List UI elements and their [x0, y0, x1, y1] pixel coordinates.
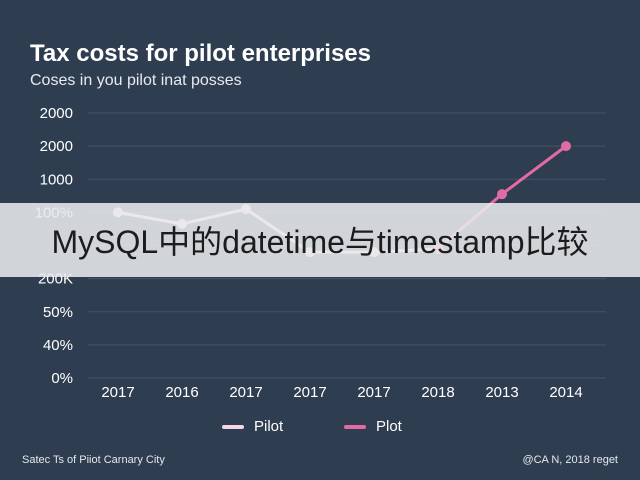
- x-tick-label: 2017: [229, 384, 262, 401]
- overlay-banner: MySQL中的datetime与timestamp比较: [0, 203, 640, 277]
- x-tick-label: 2014: [549, 384, 582, 401]
- x-tick-label: 2016: [165, 384, 198, 401]
- banner-text: MySQL中的datetime与timestamp比较: [51, 224, 589, 260]
- y-tick-label: 50%: [43, 304, 73, 321]
- chart-title: Tax costs for pilot enterprises: [30, 40, 371, 67]
- x-tick-label: 2017: [357, 384, 390, 401]
- x-tick-label: 2013: [485, 384, 518, 401]
- legend-item-plot: Plot: [344, 418, 402, 435]
- chart-subtitle: Coses in you pilot inat posses: [30, 72, 242, 89]
- x-tick-label: 2017: [293, 384, 326, 401]
- y-tick-label: 40%: [43, 337, 73, 354]
- data-point-plot: [497, 189, 507, 200]
- y-tick-label: 2000: [40, 105, 73, 122]
- x-tick-label: 2018: [421, 384, 454, 401]
- footer-source: Satec Ts of Piiot Carnary City: [22, 454, 165, 466]
- legend-swatch-plot: [344, 424, 366, 429]
- legend-label-pilot: Pilot: [254, 418, 284, 435]
- y-tick-label: 1000: [40, 171, 73, 188]
- legend-swatch-pilot: [222, 424, 244, 429]
- legend-label-plot: Plot: [376, 418, 402, 435]
- legend-item-pilot: Pilot: [222, 418, 283, 435]
- footer-credit: @CA N, 2018 reget: [522, 454, 618, 466]
- x-tick-label: 2017: [101, 384, 134, 401]
- data-point-plot: [561, 141, 571, 152]
- y-tick-label: 2000: [40, 138, 73, 155]
- y-tick-label: 0%: [51, 370, 73, 387]
